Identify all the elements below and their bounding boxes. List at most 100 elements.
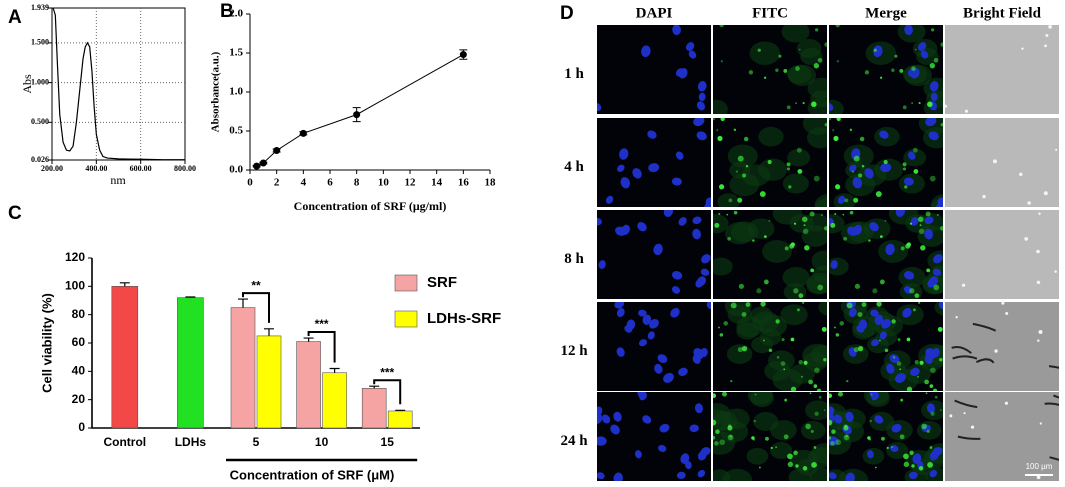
cell-outline bbox=[952, 355, 978, 360]
fitc-spot bbox=[811, 101, 817, 108]
fitc-spot bbox=[817, 284, 824, 291]
fitc-spot bbox=[813, 175, 820, 182]
fitc-spot bbox=[900, 398, 904, 402]
cytoplasm bbox=[727, 305, 752, 324]
fitc-spot bbox=[783, 368, 786, 371]
fitc-spot bbox=[804, 245, 810, 251]
micrograph bbox=[945, 210, 1059, 299]
micrograph bbox=[713, 25, 827, 114]
nucleus bbox=[829, 472, 837, 480]
nucleus bbox=[617, 164, 625, 172]
fitc-spot bbox=[824, 42, 827, 47]
fitc-spot bbox=[909, 288, 915, 294]
fitc-spot bbox=[940, 122, 943, 127]
fitc-spot bbox=[906, 242, 911, 247]
nucleus bbox=[871, 392, 879, 401]
fitc-spot bbox=[756, 288, 762, 294]
fitc-spot bbox=[864, 70, 870, 75]
nucleus bbox=[647, 331, 655, 340]
fitc-spot bbox=[802, 466, 808, 471]
fitc-spot bbox=[929, 446, 933, 449]
fitc-spot bbox=[767, 159, 772, 165]
cytoplasm bbox=[781, 25, 810, 43]
significance-bracket bbox=[373, 379, 402, 405]
fitc-spot bbox=[735, 170, 739, 173]
nucleus bbox=[685, 42, 695, 51]
nucleus bbox=[891, 423, 902, 433]
fitc-spot bbox=[748, 70, 754, 75]
nucleus bbox=[616, 347, 625, 357]
fitc-spot bbox=[757, 48, 761, 52]
nucleus bbox=[869, 222, 879, 232]
nucleus bbox=[693, 348, 704, 360]
fitc-spot bbox=[919, 224, 922, 227]
nucleus bbox=[613, 411, 622, 422]
fitc-spot bbox=[723, 321, 728, 326]
bar bbox=[322, 372, 347, 429]
nucleus bbox=[856, 325, 865, 333]
y-axis-title: Cell viability (%) bbox=[39, 293, 54, 393]
micrograph bbox=[829, 392, 943, 481]
fitc-spot bbox=[903, 461, 910, 468]
fitc-spot bbox=[790, 242, 795, 247]
nucleus bbox=[663, 372, 674, 383]
fitc-spot bbox=[727, 425, 733, 431]
fitc-spot bbox=[730, 302, 737, 309]
cytoplasm bbox=[782, 173, 809, 194]
fitc-spot bbox=[892, 356, 896, 359]
y-tick-label: 1.500 bbox=[31, 38, 49, 47]
error-bar bbox=[264, 328, 274, 336]
speck bbox=[1027, 201, 1031, 205]
fitc-spot bbox=[737, 197, 743, 203]
nucleus bbox=[924, 216, 934, 225]
fitc-spot bbox=[843, 236, 847, 241]
fitc-spot bbox=[805, 423, 811, 430]
fitc-spot bbox=[873, 48, 877, 52]
nucleus bbox=[853, 224, 862, 235]
fitc-spot bbox=[940, 226, 943, 231]
cytoplasm bbox=[800, 47, 823, 66]
fitc-spot bbox=[911, 66, 916, 71]
panel-letter: C bbox=[8, 203, 22, 224]
fitc-spot bbox=[909, 222, 913, 225]
cell-outline bbox=[1044, 402, 1059, 406]
nucleus bbox=[845, 472, 855, 481]
nucleus bbox=[685, 460, 692, 470]
x-tick-label: 8 bbox=[354, 177, 360, 189]
speck bbox=[1048, 25, 1053, 29]
fitc-spot bbox=[918, 228, 925, 235]
fitc-spot bbox=[718, 326, 720, 329]
fitc-spot bbox=[884, 219, 887, 222]
legend-swatch bbox=[394, 274, 418, 292]
nucleus bbox=[700, 268, 710, 276]
nucleus bbox=[637, 222, 647, 232]
speck bbox=[1036, 249, 1040, 254]
fitc-spot bbox=[795, 102, 798, 105]
cytoplasm bbox=[833, 193, 856, 207]
speck bbox=[1044, 44, 1047, 48]
nucleus bbox=[696, 131, 707, 141]
fitc-spot bbox=[754, 393, 757, 396]
fitc-spot bbox=[917, 216, 924, 223]
fitc-spot bbox=[733, 128, 737, 132]
micrograph bbox=[829, 302, 943, 391]
error-bar bbox=[395, 409, 406, 411]
fitc-spot bbox=[831, 429, 836, 434]
cytoplasm bbox=[713, 469, 731, 481]
micrograph bbox=[945, 25, 1059, 114]
fitc-spot bbox=[912, 308, 916, 312]
speck bbox=[970, 425, 975, 429]
speck bbox=[1036, 280, 1041, 285]
fitc-spot bbox=[768, 219, 771, 222]
fitc-spot bbox=[793, 288, 799, 294]
row-label: 24 h bbox=[560, 433, 588, 449]
fitc-spot bbox=[783, 69, 788, 73]
fitc-spot bbox=[745, 164, 749, 168]
nucleus bbox=[886, 363, 895, 374]
legend-swatch bbox=[394, 310, 418, 328]
data-point bbox=[259, 159, 267, 167]
cytoplasm bbox=[782, 266, 810, 288]
y-tick-label: 100 bbox=[65, 279, 85, 293]
fitc-spot bbox=[718, 212, 721, 215]
cytoplasm bbox=[829, 214, 845, 234]
